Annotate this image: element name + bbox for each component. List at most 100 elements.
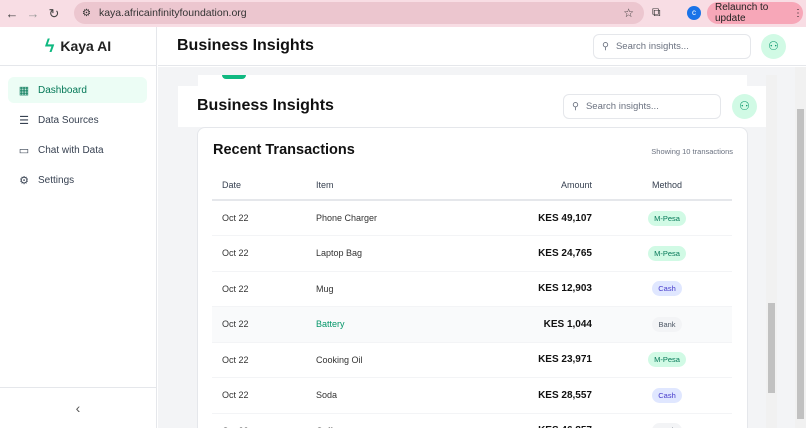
profile-avatar[interactable]: c xyxy=(687,6,701,20)
sidebar: ϟ Kaya AI ▦ Dashboard ☰ Data Sources ▭ Chat … xyxy=(0,27,157,428)
database-icon: ☰ xyxy=(19,114,29,127)
cell-amount: KES 12,903 xyxy=(482,271,602,307)
bookmark-star-icon[interactable]: ☆ xyxy=(623,6,634,20)
user-icon: ⚇ xyxy=(739,99,750,113)
user-icon: ⚇ xyxy=(768,39,779,53)
inner-search-input[interactable]: ⚲ Search insights... xyxy=(563,94,721,119)
page-scrollbar[interactable] xyxy=(795,67,806,428)
table-row[interactable]: Oct 22 Mug KES 12,903 Cash xyxy=(212,271,732,307)
method-badge: Cash xyxy=(652,281,682,297)
gear-icon: ⚙ xyxy=(19,174,29,187)
menu-dots-icon: ⋮ xyxy=(793,7,803,19)
cell-date: Oct 22 xyxy=(212,377,306,414)
sidebar-item-label: Data Sources xyxy=(38,114,99,126)
inner-user-avatar[interactable]: ⚇ xyxy=(732,94,757,119)
user-avatar[interactable]: ⚇ xyxy=(761,34,786,59)
table-row[interactable]: Oct 22 Battery KES 1,044 Bank xyxy=(212,306,732,343)
method-badge: M-Pesa xyxy=(648,352,686,368)
search-input[interactable]: ⚲ Search insights... xyxy=(593,34,751,59)
reload-icon[interactable]: ↻ xyxy=(48,5,60,21)
cell-date: Oct 22 xyxy=(212,306,306,343)
cell-item: Cooking Oil xyxy=(306,342,482,378)
inner-header: Business Insights ⚲ Search insights... ⚇ xyxy=(178,86,777,127)
back-icon[interactable]: ← xyxy=(5,6,19,21)
inner-scrollbar[interactable] xyxy=(766,75,777,428)
cell-method: Bank xyxy=(602,306,732,343)
table-row[interactable]: Oct 22 Phone Charger KES 49,107 M-Pesa xyxy=(212,200,732,236)
cell-item: Laptop Bag xyxy=(306,235,482,272)
table-row[interactable]: Oct 22 Coffee KES 46,857 Bank xyxy=(212,413,732,428)
relaunch-label: Relaunch to update xyxy=(715,2,769,24)
recent-transactions-card: Recent Transactions Showing 10 transacti… xyxy=(197,127,748,428)
sidebar-item-data-sources[interactable]: ☰ Data Sources xyxy=(8,107,147,133)
cell-item: Phone Charger xyxy=(306,200,482,236)
top-header: Business Insights ⚲ Search insights... ⚇ xyxy=(158,27,806,66)
cell-date: Oct 22 xyxy=(212,271,306,307)
table-row[interactable]: Oct 22 Laptop Bag KES 24,765 M-Pesa xyxy=(212,235,732,272)
method-badge: M-Pesa xyxy=(648,245,686,261)
green-pill xyxy=(222,75,246,79)
cell-amount: KES 28,557 xyxy=(482,377,602,414)
table-row[interactable]: Oct 22 Soda KES 28,557 Cash xyxy=(212,377,732,414)
cell-date: Oct 22 xyxy=(212,342,306,378)
address-bar[interactable]: ⚙ kaya.africainfinityfoundation.org ☆ xyxy=(74,2,644,24)
cell-method: Cash xyxy=(602,377,732,414)
transactions-table: Date Item Amount Method Oct 22 Phone Cha… xyxy=(212,171,732,428)
page-title: Business Insights xyxy=(177,37,314,54)
brand-name: Kaya AI xyxy=(60,38,112,54)
col-date[interactable]: Date xyxy=(212,171,306,201)
cell-method: M-Pesa xyxy=(602,342,732,378)
cell-item: Soda xyxy=(306,377,482,414)
main-content: Business Insights ⚲ Search insights... ⚇ … xyxy=(158,67,806,428)
cell-amount: KES 24,765 xyxy=(482,235,602,272)
cell-amount: KES 23,971 xyxy=(482,342,602,378)
collapse-sidebar-button[interactable]: ‹ xyxy=(0,387,156,428)
browser-toolbar: ← → ↻ ⚙ kaya.africainfinityfoundation.or… xyxy=(0,0,806,27)
card-title: Recent Transactions xyxy=(213,142,355,158)
cell-item: Mug xyxy=(306,271,482,307)
inner-page-title: Business Insights xyxy=(197,97,334,114)
cell-item: Coffee xyxy=(306,413,482,428)
cell-method: Bank xyxy=(602,413,732,428)
inner-scrollbar-thumb[interactable] xyxy=(768,303,775,393)
cell-amount: KES 46,857 xyxy=(482,413,602,428)
col-method[interactable]: Method xyxy=(602,171,732,201)
search-icon: ⚲ xyxy=(602,41,609,52)
grid-icon: ▦ xyxy=(18,84,30,97)
sidebar-item-label: Chat with Data xyxy=(38,144,104,156)
bolt-icon: ϟ xyxy=(44,35,55,56)
sidebar-item-chat[interactable]: ▭ Chat with Data xyxy=(8,137,147,163)
sidebar-item-label: Dashboard xyxy=(38,84,87,96)
method-badge: M-Pesa xyxy=(648,210,686,226)
page-scrollbar-thumb[interactable] xyxy=(797,109,804,419)
method-badge: Cash xyxy=(652,387,682,403)
cell-amount: KES 49,107 xyxy=(482,200,602,236)
method-badge: Bank xyxy=(652,423,682,428)
cell-date: Oct 22 xyxy=(212,200,306,236)
cell-item: Battery xyxy=(306,306,482,343)
chevron-left-icon: ‹ xyxy=(75,400,81,416)
search-placeholder: Search insights... xyxy=(615,41,689,52)
col-amount[interactable]: Amount xyxy=(482,171,602,201)
sidebar-item-dashboard[interactable]: ▦ Dashboard xyxy=(8,77,147,103)
col-item[interactable]: Item xyxy=(306,171,482,201)
cell-date: Oct 22 xyxy=(212,413,306,428)
sidebar-item-label: Settings xyxy=(38,174,75,186)
chat-icon: ▭ xyxy=(18,144,30,157)
site-settings-icon[interactable]: ⚙ xyxy=(82,7,91,19)
url-text: kaya.africainfinityfoundation.org xyxy=(98,7,247,19)
extensions-icon[interactable]: ⧉ xyxy=(652,5,661,19)
cell-amount: KES 1,044 xyxy=(482,306,602,343)
cell-method: Cash xyxy=(602,271,732,307)
forward-icon[interactable]: → xyxy=(26,6,40,21)
table-row[interactable]: Oct 22 Cooking Oil KES 23,971 M-Pesa xyxy=(212,342,732,378)
cell-method: M-Pesa xyxy=(602,235,732,272)
transaction-count: Showing 10 transactions xyxy=(651,147,733,156)
search-icon: ⚲ xyxy=(572,101,579,112)
sidebar-item-settings[interactable]: ⚙ Settings xyxy=(8,167,147,193)
cell-date: Oct 22 xyxy=(212,235,306,272)
search-placeholder: Search insights... xyxy=(585,101,659,112)
relaunch-button[interactable]: Relaunch to update ⋮ xyxy=(707,2,803,24)
cell-method: M-Pesa xyxy=(602,200,732,236)
brand-logo[interactable]: ϟ Kaya AI xyxy=(0,27,156,66)
